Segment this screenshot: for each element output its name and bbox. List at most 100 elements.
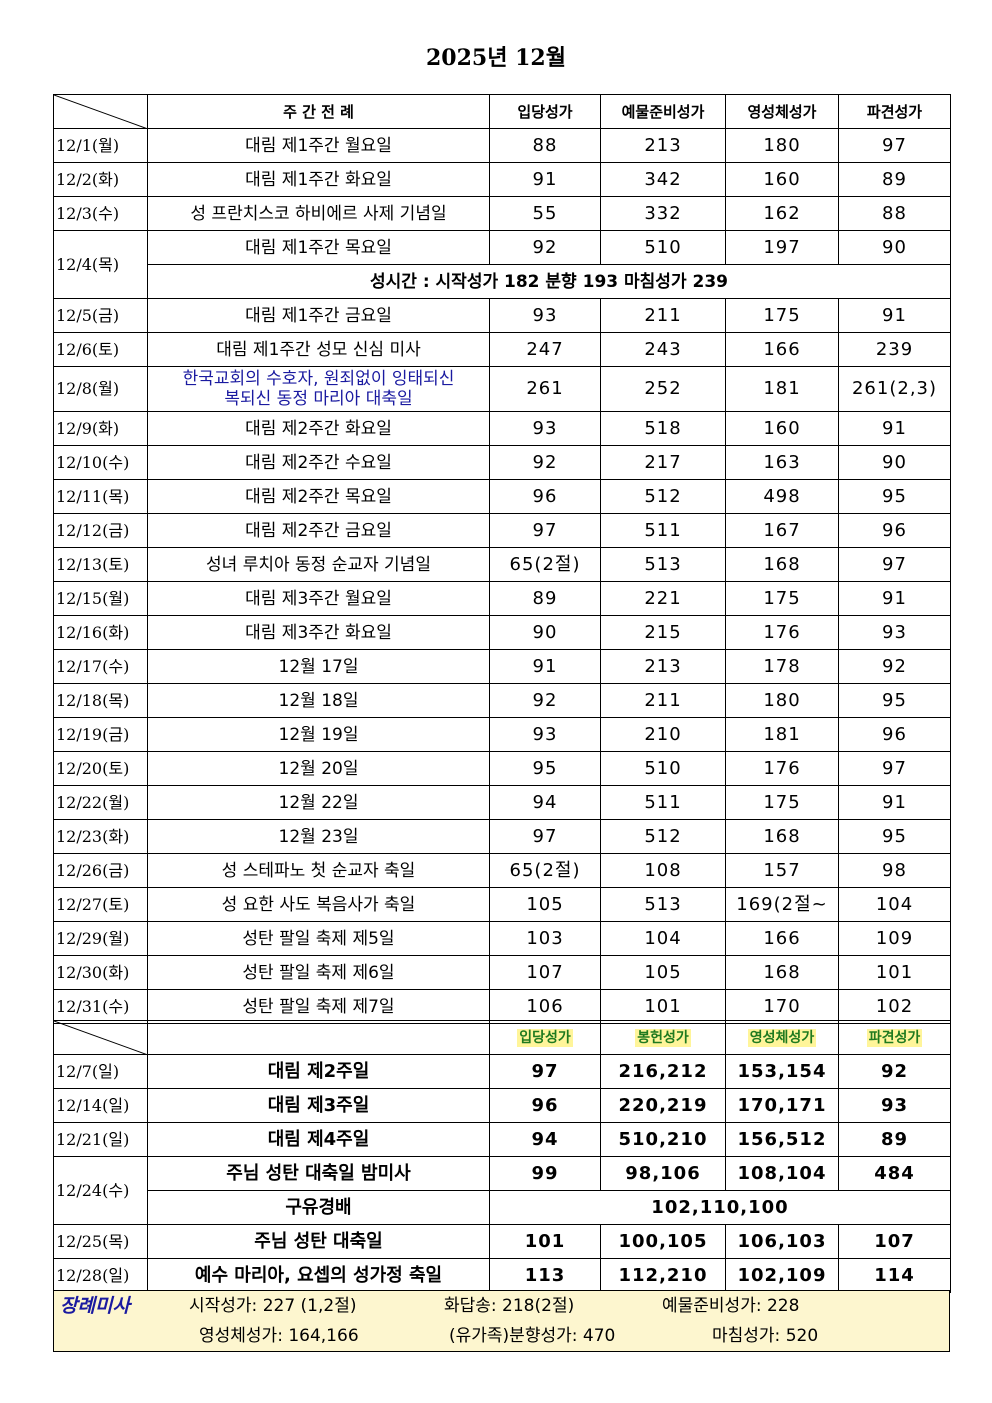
funeral-line: 장례미사 시작성가: 227 (1,2절) 화답송: 218(2절) 예물준비성가: … bbox=[54, 1291, 949, 1321]
liturgy-cell: 대림 제1주간 금요일 bbox=[147, 298, 490, 333]
hymn-cell: 92 bbox=[489, 683, 601, 718]
hymn-cell: 175 bbox=[725, 785, 839, 820]
hymn-cell: 105 bbox=[600, 955, 726, 990]
liturgy-cell: 주님 성탄 대축일 밤미사 bbox=[147, 1156, 490, 1191]
date-cell: 12/28(일) bbox=[53, 1258, 148, 1293]
liturgy-cell: 12월 17일 bbox=[147, 649, 490, 684]
hymn-cell: 484 bbox=[838, 1156, 951, 1191]
liturgy-cell: 12월 23일 bbox=[147, 819, 490, 854]
row: 12/4(목) 대림 제1주간 목요일 92 510 197 90 bbox=[53, 230, 951, 299]
date-cell: 12/17(수) bbox=[53, 649, 148, 684]
hymn-cell: 181 bbox=[725, 717, 839, 752]
hymn-cell: 160 bbox=[725, 162, 839, 197]
hymn-cell: 88 bbox=[489, 128, 601, 163]
hymn-cell: 93 bbox=[489, 717, 601, 752]
date-cell: 12/15(월) bbox=[53, 581, 148, 616]
date-cell: 12/7(일) bbox=[53, 1054, 148, 1089]
funeral-item: 영성체성가: 164,166 bbox=[199, 1326, 359, 1346]
liturgy-cell: 대림 제2주간 화요일 bbox=[147, 411, 490, 446]
liturgy-cell: 주님 성탄 대축일 bbox=[147, 1224, 490, 1259]
header-cell: 파견성가 bbox=[838, 1020, 951, 1055]
row: 12/7(일) 대림 제2주일 97 216,212 153,154 92 bbox=[53, 1054, 951, 1089]
hymn-cell: 168 bbox=[725, 819, 839, 854]
header-label: 파견성가 bbox=[866, 1029, 923, 1047]
row: 12/14(일) 대림 제3주일 96 220,219 170,171 93 bbox=[53, 1088, 951, 1123]
hymn-cell: 90 bbox=[838, 445, 951, 480]
hymn-cell: 91 bbox=[838, 411, 951, 446]
hymn-cell: 169(2절~ bbox=[725, 887, 839, 922]
date-cell: 12/1(월) bbox=[53, 128, 148, 163]
hymn-cell: 180 bbox=[725, 128, 839, 163]
liturgy-cell: 대림 제1주간 성모 신심 미사 bbox=[147, 332, 490, 367]
date-cell: 12/25(목) bbox=[53, 1224, 148, 1259]
hymn-cell: 65(2절) bbox=[489, 547, 601, 582]
weekday-table: 주 간 전 례 입당성가 예물준비성가 영성체성가 파견성가 12/1(월) 대림 제1주간… bbox=[53, 94, 951, 1024]
hymn-cell: 97 bbox=[838, 128, 951, 163]
liturgy-cell: 대림 제1주간 월요일 bbox=[147, 128, 490, 163]
hymn-cell: 211 bbox=[600, 298, 726, 333]
date-cell: 12/10(수) bbox=[53, 445, 148, 480]
hymn-cell: 102 bbox=[838, 989, 951, 1024]
hymn-cell: 92 bbox=[489, 445, 601, 480]
hymn-cell: 105 bbox=[489, 887, 601, 922]
row: 12/21(일) 대림 제4주일 94 510,210 156,512 89 bbox=[53, 1122, 951, 1157]
row: 12/1(월) 대림 제1주간 월요일 88 213 180 97 bbox=[53, 128, 951, 163]
hymn-cell: 217 bbox=[600, 445, 726, 480]
date-cell: 12/31(수) bbox=[53, 989, 148, 1024]
header-cell: 영성체성가 bbox=[725, 1020, 839, 1055]
hymn-cell: 180 bbox=[725, 683, 839, 718]
hymn-cell: 510,210 bbox=[600, 1122, 726, 1157]
hymn-cell: 178 bbox=[725, 649, 839, 684]
hymn-cell: 197 bbox=[725, 230, 839, 265]
liturgy-cell: 대림 제2주간 금요일 bbox=[147, 513, 490, 548]
funeral-box: 장례미사 시작성가: 227 (1,2절) 화답송: 218(2절) 예물준비성가: … bbox=[53, 1290, 950, 1352]
date-cell: 12/20(토) bbox=[53, 751, 148, 786]
liturgy-cell: 12월 22일 bbox=[147, 785, 490, 820]
header-label: 영성체성가 bbox=[747, 1029, 817, 1047]
hymn-cell: 94 bbox=[489, 1122, 601, 1157]
hymn-cell: 170 bbox=[725, 989, 839, 1024]
hymn-cell: 512 bbox=[600, 819, 726, 854]
hymn-cell: 96 bbox=[489, 1088, 601, 1123]
liturgy-cell: 예수 마리아, 요셉의 성가정 축일 bbox=[147, 1258, 490, 1293]
hymn-cell: 518 bbox=[600, 411, 726, 446]
hymn-cell: 91 bbox=[838, 785, 951, 820]
hymn-cell: 113 bbox=[489, 1258, 601, 1293]
hymn-cell: 252 bbox=[600, 366, 726, 412]
funeral-label: 장례미사 bbox=[60, 1295, 130, 1317]
hymn-cell: 247 bbox=[489, 332, 601, 367]
header-cell: 봉헌성가 bbox=[600, 1020, 726, 1055]
hymn-cell: 96 bbox=[838, 513, 951, 548]
liturgy-cell: 대림 제3주간 화요일 bbox=[147, 615, 490, 650]
hymn-cell: 511 bbox=[600, 513, 726, 548]
header-row: 입당성가 봉헌성가 영성체성가 파견성가 bbox=[53, 1020, 951, 1055]
hymn-cell: 215 bbox=[600, 615, 726, 650]
date-cell: 12/23(화) bbox=[53, 819, 148, 854]
hymn-cell: 221 bbox=[600, 581, 726, 616]
date-cell: 12/26(금) bbox=[53, 853, 148, 888]
hymn-cell: 95 bbox=[838, 683, 951, 718]
liturgy-cell: 성 스테파노 첫 순교자 축일 bbox=[147, 853, 490, 888]
liturgy-cell: 성탄 팔일 축제 제7일 bbox=[147, 989, 490, 1024]
hymn-cell: 243 bbox=[600, 332, 726, 367]
hymn-cell: 107 bbox=[838, 1224, 951, 1259]
hymn-cell: 88 bbox=[838, 196, 951, 231]
hymn-cell: 510 bbox=[600, 230, 726, 265]
note-row: 성시간 : 시작성가 182 분향 193 마침성가 239 bbox=[54, 264, 951, 299]
corner-cell bbox=[53, 94, 148, 129]
date-cell: 12/19(금) bbox=[53, 717, 148, 752]
header-label: 입당성가 bbox=[517, 1029, 573, 1047]
funeral-line: 영성체성가: 164,166 (유가족)분향성가: 470 마침성가: 520 bbox=[54, 1321, 949, 1351]
hymn-cell: 89 bbox=[489, 581, 601, 616]
hymn-cell: 89 bbox=[838, 162, 951, 197]
row: 12/17(수) 12월 17일 91 213 178 92 bbox=[53, 649, 951, 684]
corner-cell bbox=[53, 1020, 148, 1055]
hymn-cell: 93 bbox=[838, 615, 951, 650]
date-cell: 12/2(화) bbox=[53, 162, 148, 197]
row: 12/30(화) 성탄 팔일 축제 제6일 107 105 168 101 bbox=[53, 955, 951, 990]
liturgy-cell: 성 요한 사도 복음사가 축일 bbox=[147, 887, 490, 922]
header-label: 봉헌성가 bbox=[635, 1029, 691, 1047]
diagonal bbox=[54, 1021, 148, 1055]
row: 12/20(토) 12월 20일 95 510 176 97 bbox=[53, 751, 951, 786]
hymn-cell: 106 bbox=[489, 989, 601, 1024]
